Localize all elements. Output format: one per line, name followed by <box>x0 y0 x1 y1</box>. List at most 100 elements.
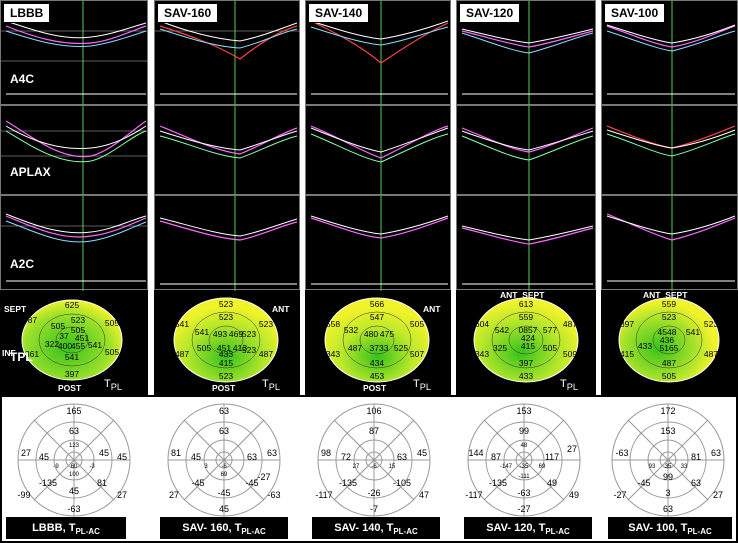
map-value: 153 <box>660 426 676 436</box>
map-value: 27 <box>20 448 32 458</box>
map-value: 60 <box>70 464 78 470</box>
segment-value: 433 <box>518 371 534 381</box>
map-value: 117 <box>544 452 560 462</box>
map-value: 81 <box>690 452 702 462</box>
strain-plot-a2c <box>456 195 596 291</box>
segment-label-ant: ANT <box>423 304 441 314</box>
map-value: -63 <box>267 490 281 500</box>
segment-label-ant: ANT <box>272 304 290 314</box>
segment-label-inf: INF <box>2 348 16 358</box>
polar-map-sav-120: 153 99 27 144 87 117 -117 -135 49 49 -63… <box>454 401 594 519</box>
strain-plot-aplax <box>456 105 596 196</box>
bullseye-disc <box>473 297 579 383</box>
segment-value: 523 <box>70 315 86 325</box>
map-value: 63 <box>662 504 674 514</box>
strain-plot-aplax <box>154 105 300 196</box>
strain-plot-a2c <box>0 195 149 291</box>
segment-value: 523 <box>258 319 274 329</box>
column-lbbb: LBBB <box>0 0 149 395</box>
segment-value: 525 <box>393 343 409 353</box>
segment-value: 542 <box>494 325 510 335</box>
map-value: -135 <box>38 478 58 488</box>
map-value: 3 <box>665 488 671 498</box>
segment-label-post: POST <box>212 383 236 393</box>
segment-value: 505 <box>196 343 212 353</box>
segment-value: 505 <box>104 347 120 357</box>
map-value: 165 <box>66 406 82 416</box>
segment-value: 322 <box>44 339 60 349</box>
segment-value: 0857 <box>518 325 538 335</box>
map-value: 3 <box>204 464 208 470</box>
segment-value: 566 <box>369 299 385 309</box>
segment-value: 505 <box>542 343 558 353</box>
column-sav-140: SAV-140 ANT <box>305 0 451 395</box>
segment-value: 361 <box>24 349 40 359</box>
map-value: 35 <box>664 464 672 470</box>
map-value: 27 <box>168 490 180 500</box>
segment-value: 505 <box>409 319 425 329</box>
segment-value: 604 <box>474 319 490 329</box>
strain-curves <box>606 106 736 196</box>
strain-curves <box>1 106 149 196</box>
segment-value: 523 <box>218 312 234 322</box>
polar-grid <box>611 403 725 517</box>
map-value: -117 <box>315 490 333 500</box>
segment-value: 493 <box>212 329 228 339</box>
segment-value: 433 <box>637 341 653 351</box>
bullseye-disc <box>324 297 430 383</box>
map-value: 63 <box>266 448 278 458</box>
strain-plot-a4c: LBBB <box>0 0 149 106</box>
segment-value: 451 <box>74 333 90 343</box>
map-value: -63 <box>517 488 531 498</box>
caption-sav-120: SAV- 120, TPL-AC <box>464 517 592 539</box>
map-value: -135 <box>338 478 358 488</box>
segment-label-post: POST <box>363 383 387 393</box>
map-value: -99 <box>17 490 31 500</box>
strain-plot-a4c: SAV-120 <box>456 0 596 106</box>
segment-value: 434 <box>369 358 385 368</box>
strain-plot-a4c: SAV-140 <box>305 0 451 106</box>
segment-value: 433 <box>218 349 234 359</box>
segment-value: 487 <box>347 343 363 353</box>
tpl-label: TPL <box>262 378 280 393</box>
polar-map-sav-160: 63 81 63 63 45 27 63 -45 -45 -63 -45 45 … <box>154 401 294 519</box>
segment-value: 480 <box>363 329 379 339</box>
segment-value: 451 <box>216 343 232 353</box>
strain-plot-a4c: SAV-160 <box>154 0 301 106</box>
map-value: 45 <box>38 452 50 462</box>
map-value: -27 <box>517 504 531 514</box>
map-value: -63 <box>615 448 629 458</box>
map-value: 15 <box>388 464 396 470</box>
tpl-label: TPL <box>413 378 431 393</box>
strain-curves <box>310 106 449 196</box>
map-value: 47 <box>418 490 430 500</box>
column-title: SAV-100 <box>604 3 666 23</box>
map-value: -35 <box>519 464 529 470</box>
caption-sav-160: SAV- 160, TPL-AC <box>160 517 288 539</box>
segment-value: 343 <box>474 349 490 359</box>
segment-value: 625 <box>64 300 80 310</box>
map-value: 106 <box>366 406 382 416</box>
segment-value: 415 <box>218 358 234 368</box>
row-label-aplax: APLAX <box>10 165 51 179</box>
map-value: 81 <box>96 478 108 488</box>
segment-value: 541 <box>194 327 210 337</box>
segment-value: 559 <box>661 299 677 309</box>
segment-value: 559 <box>518 312 534 322</box>
segment-value: 400 <box>57 341 73 351</box>
strain-plot-aplax <box>305 105 451 196</box>
map-value: 123 <box>68 443 80 449</box>
segment-label-post: POST <box>58 383 82 393</box>
row-label-tpl: TPL <box>10 350 33 364</box>
map-value: 45 <box>98 448 110 458</box>
map-value: 49 <box>546 478 558 488</box>
segment-value: 523 <box>703 319 719 329</box>
map-value: -45 <box>637 478 651 488</box>
segment-value: 577 <box>542 325 558 335</box>
segment-value: 505 <box>50 321 66 331</box>
strain-curves <box>159 106 298 196</box>
map-value: 45 <box>68 486 80 496</box>
segment-label-sept: SEPT <box>4 304 27 314</box>
map-value: -9 <box>53 464 59 470</box>
column-sav-120: SAV-120 ANT_SE <box>456 0 596 395</box>
